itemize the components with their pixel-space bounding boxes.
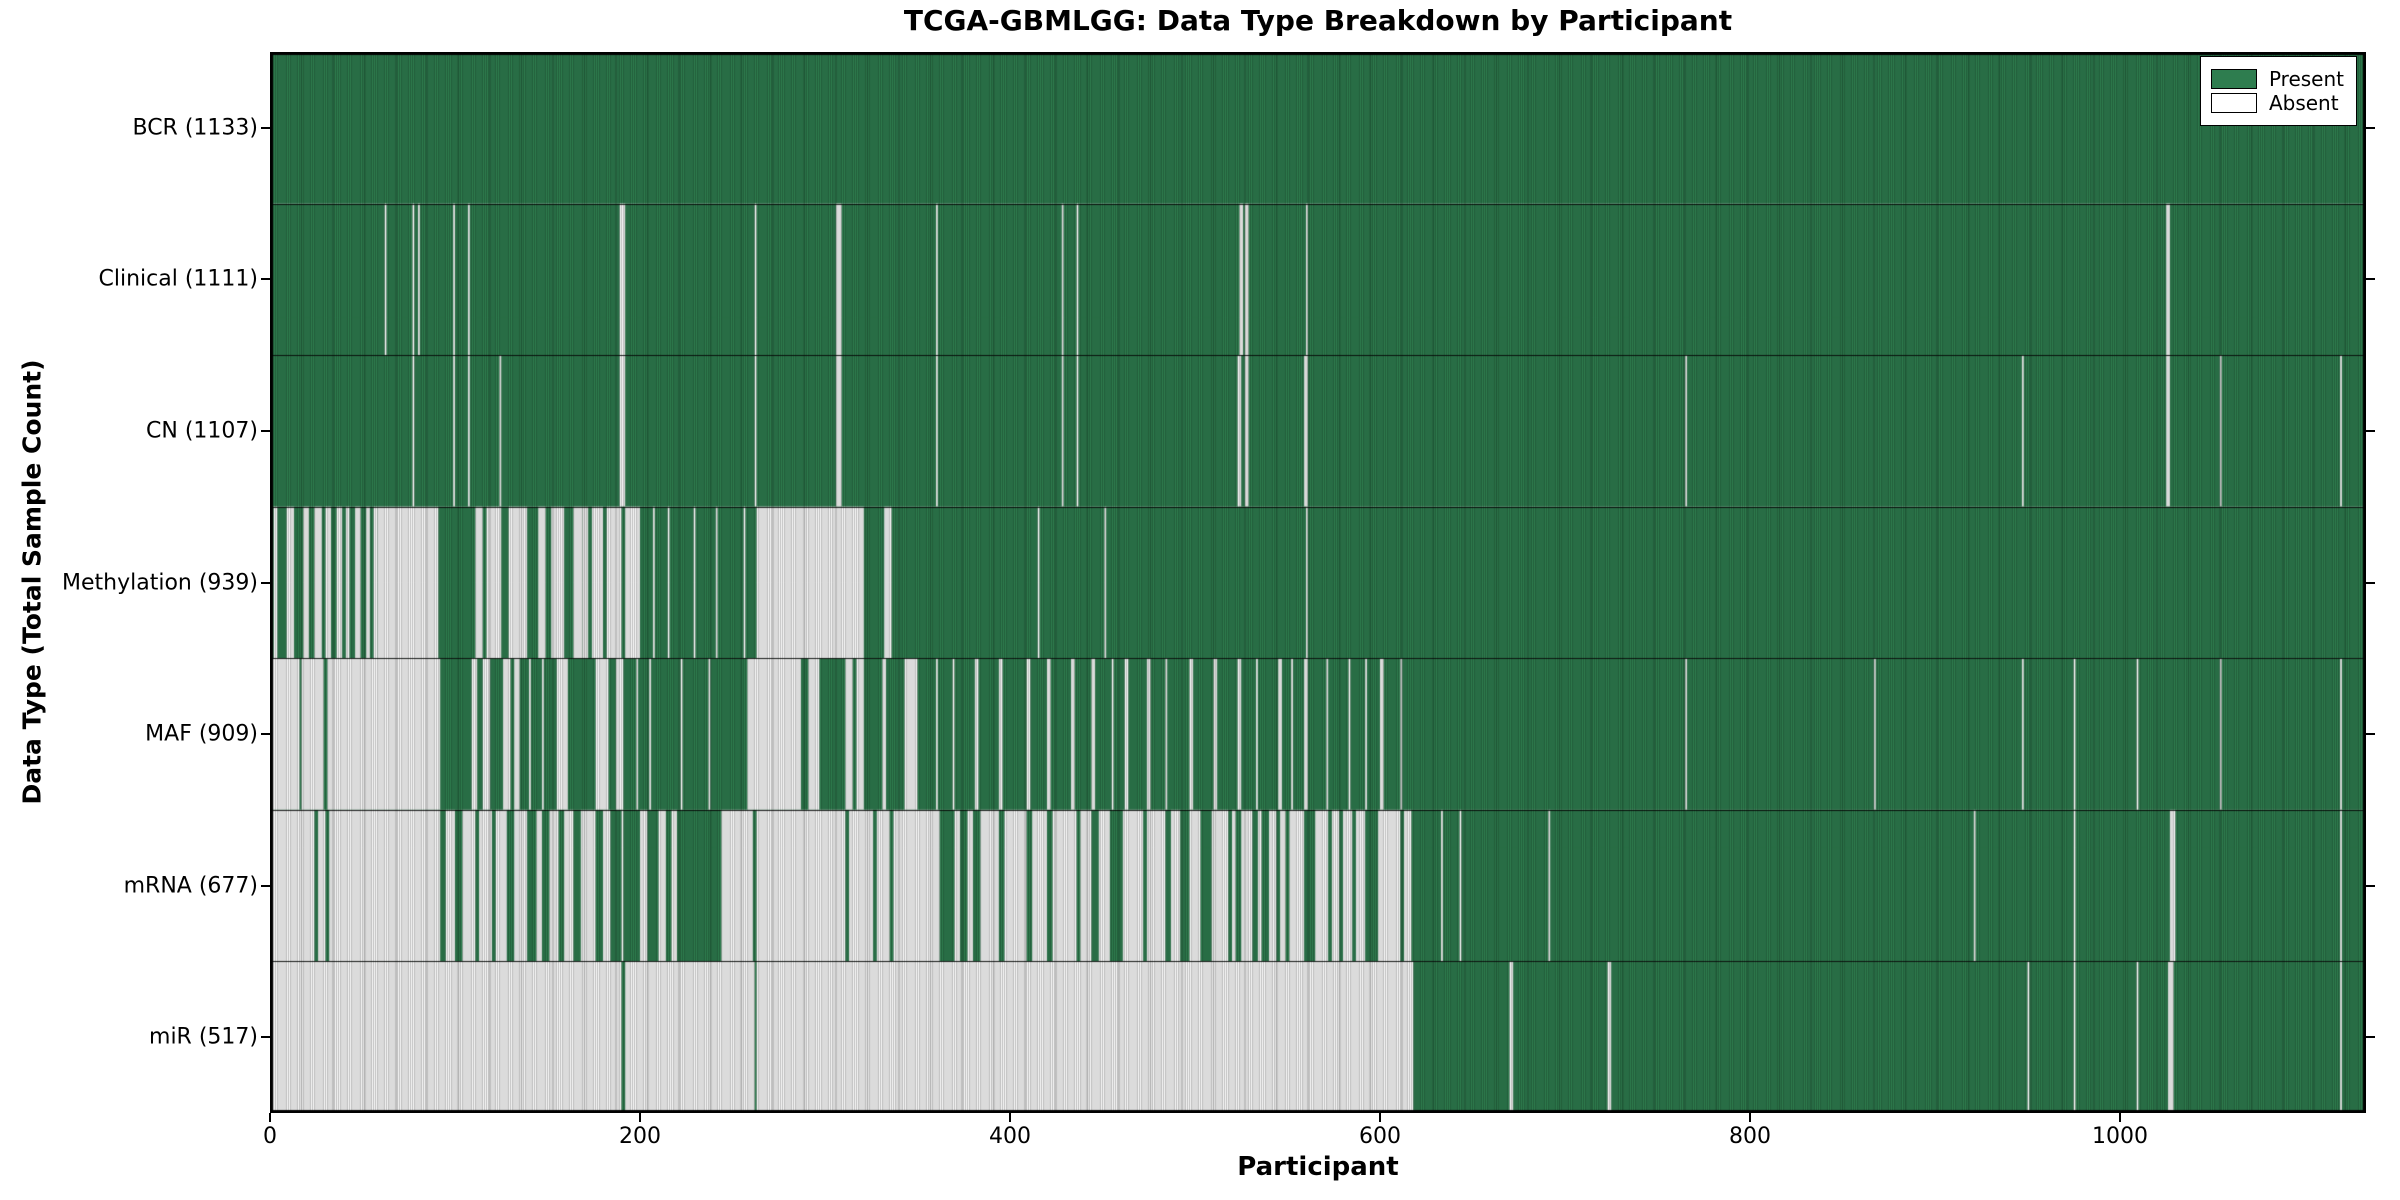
y-tick-mark-right (2366, 126, 2375, 129)
legend-item-absent: Absent (2210, 91, 2344, 115)
y-tick-label-CN: CN (1107) (146, 418, 258, 444)
y-tick-label-MAF: MAF (909) (145, 721, 258, 747)
y-tick-mark-right (2366, 733, 2375, 736)
x-axis-title: Participant (1237, 1152, 1399, 1182)
y-tick-mark-left (261, 581, 270, 584)
x-tick-label-800: 800 (1728, 1124, 1771, 1149)
x-tick-mark (1378, 1113, 1381, 1122)
x-tick-label-600: 600 (1358, 1124, 1401, 1149)
y-tick-mark-left (261, 126, 270, 129)
y-tick-label-mRNA: mRNA (677) (123, 873, 258, 899)
y-tick-label-Clinical: Clinical (1111) (98, 266, 258, 292)
x-tick-mark (638, 1113, 641, 1122)
legend-swatch-absent-icon (2210, 93, 2257, 113)
y-tick-mark-left (261, 1036, 270, 1039)
y-tick-mark-right (2366, 429, 2375, 432)
y-tick-mark-left (261, 278, 270, 281)
legend-label-present: Present (2268, 67, 2344, 91)
x-tick-label-400: 400 (988, 1124, 1031, 1149)
chart-title: TCGA-GBMLGG: Data Type Breakdown by Part… (903, 4, 1733, 37)
y-tick-mark-left (261, 429, 270, 432)
x-tick-mark (269, 1113, 271, 1122)
y-tick-mark-left (261, 884, 270, 887)
y-tick-mark-right (2366, 278, 2375, 281)
legend: Present Absent (2199, 56, 2357, 126)
plot-area (270, 52, 2366, 1117)
x-tick-label-200: 200 (618, 1124, 661, 1149)
x-tick-mark (1008, 1113, 1011, 1122)
legend-item-present: Present (2210, 67, 2344, 91)
heatmap-canvas (270, 52, 2366, 1113)
legend-swatch-present-icon (2210, 69, 2257, 89)
x-tick-label-1000: 1000 (2091, 1124, 2148, 1149)
y-tick-mark-left (261, 733, 270, 736)
y-tick-label-BCR: BCR (1133) (132, 115, 258, 141)
y-tick-mark-right (2366, 1036, 2375, 1039)
legend-label-absent: Absent (2268, 91, 2339, 115)
y-tick-label-miR: miR (517) (149, 1024, 258, 1050)
y-tick-mark-right (2366, 581, 2375, 584)
y-tick-label-Methylation: Methylation (939) (62, 570, 258, 595)
x-tick-mark (2118, 1113, 2121, 1122)
x-tick-label-0: 0 (263, 1124, 277, 1149)
x-tick-mark (1748, 1113, 1751, 1122)
y-tick-mark-right (2366, 884, 2375, 887)
